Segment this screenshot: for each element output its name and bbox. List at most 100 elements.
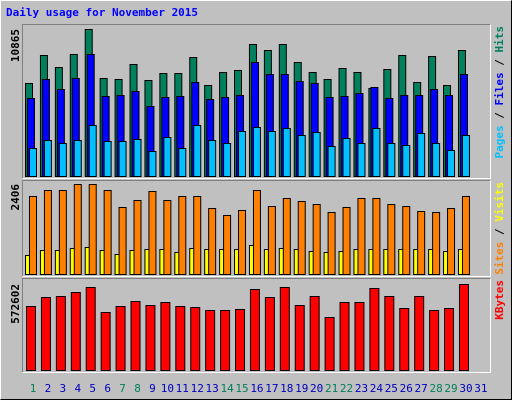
- bar: [312, 204, 321, 276]
- x-tick-label: 13: [206, 382, 219, 395]
- bar: [43, 190, 52, 275]
- legend: KBytes: [493, 280, 506, 320]
- bar: [387, 143, 396, 177]
- bar: [327, 145, 336, 177]
- legend: Sites / Visits: [493, 182, 506, 275]
- bar: [372, 128, 381, 177]
- x-tick-label: 15: [235, 382, 248, 395]
- bar: [252, 190, 261, 275]
- x-tick-label: 6: [104, 382, 111, 395]
- x-tick-label: 3: [60, 382, 67, 395]
- bar: [414, 296, 425, 371]
- bar: [118, 140, 127, 177]
- bar: [26, 306, 36, 371]
- panel-border-dark: [22, 278, 491, 373]
- x-tick-label: 23: [355, 382, 368, 395]
- x-tick-label: 29: [444, 382, 457, 395]
- legend-separator: /: [493, 222, 506, 242]
- bar: [294, 305, 305, 372]
- bar: [58, 143, 67, 177]
- panel-border-light: [22, 180, 491, 277]
- bar: [429, 310, 440, 372]
- bar: [387, 204, 396, 276]
- x-tick-label: 10: [161, 382, 174, 395]
- bar: [160, 302, 171, 371]
- bar: [417, 211, 426, 276]
- bar: [342, 138, 351, 177]
- bar: [148, 190, 157, 275]
- bar: [205, 310, 216, 372]
- bar: [238, 130, 247, 178]
- bar: [282, 128, 291, 177]
- bar: [399, 308, 410, 371]
- bar: [193, 125, 202, 177]
- chart-title: Daily usage for November 2015: [6, 6, 198, 19]
- bar: [357, 143, 366, 177]
- bar: [55, 296, 66, 371]
- bar: [432, 143, 441, 177]
- bar: [402, 206, 411, 275]
- bar: [372, 197, 381, 276]
- x-tick-label: 24: [370, 382, 384, 395]
- bar: [235, 309, 246, 372]
- x-tick-label: 2: [45, 382, 52, 395]
- legend: Pages / Files / Hits: [493, 26, 506, 159]
- bar: [70, 292, 81, 372]
- x-tick-label: 19: [295, 382, 308, 395]
- bar: [279, 287, 290, 371]
- bar: [267, 130, 276, 178]
- x-tick-label: 31: [474, 382, 487, 395]
- x-tick-label: 12: [191, 382, 204, 395]
- x-tick-label: 5: [89, 382, 96, 395]
- bar: [223, 215, 232, 275]
- bar: [118, 206, 127, 276]
- legend-entry: Visits: [493, 182, 506, 222]
- bar: [178, 147, 187, 178]
- bar: [163, 199, 172, 275]
- bar: [178, 195, 187, 275]
- x-tick-label: 9: [149, 382, 156, 395]
- bar: [58, 190, 67, 275]
- bar: [249, 289, 260, 371]
- bar: [417, 133, 426, 178]
- bar: [282, 197, 291, 276]
- panel-border-light: [22, 24, 491, 179]
- bar: [324, 317, 335, 372]
- x-tick-label: 30: [459, 382, 472, 395]
- bar: [369, 288, 380, 371]
- x-tick-label: 14: [220, 382, 234, 395]
- legend-entry: Files: [493, 72, 506, 105]
- x-tick-label: 21: [325, 382, 338, 395]
- x-tick-label: 7: [119, 382, 126, 395]
- panel-border-light: [22, 278, 491, 373]
- bar: [163, 137, 172, 177]
- x-tick-label: 20: [310, 382, 323, 395]
- x-tick-label: 18: [280, 382, 293, 395]
- bar: [309, 296, 320, 371]
- legend-entry: Sites: [493, 242, 506, 275]
- bar: [264, 297, 275, 372]
- bar: [148, 150, 157, 178]
- panel-border-dark: [22, 180, 491, 277]
- legend-separator: /: [493, 53, 506, 73]
- x-tick-label: 4: [74, 382, 81, 395]
- bar: [461, 135, 470, 177]
- bar: [208, 208, 217, 275]
- bar: [402, 145, 411, 178]
- bar: [73, 184, 82, 275]
- x-tick-label: 17: [265, 382, 278, 395]
- x-tick-label: 11: [176, 382, 189, 395]
- bar: [327, 211, 336, 275]
- bar: [267, 206, 276, 275]
- bar: [252, 126, 261, 177]
- x-tick-label: 26: [400, 382, 413, 395]
- x-tick-label: 25: [385, 382, 398, 395]
- bar: [88, 125, 97, 177]
- x-tick-label: 22: [340, 382, 353, 395]
- bar: [220, 310, 231, 372]
- legend-entry: KBytes: [493, 280, 506, 320]
- bar: [238, 209, 247, 276]
- bar: [88, 184, 97, 275]
